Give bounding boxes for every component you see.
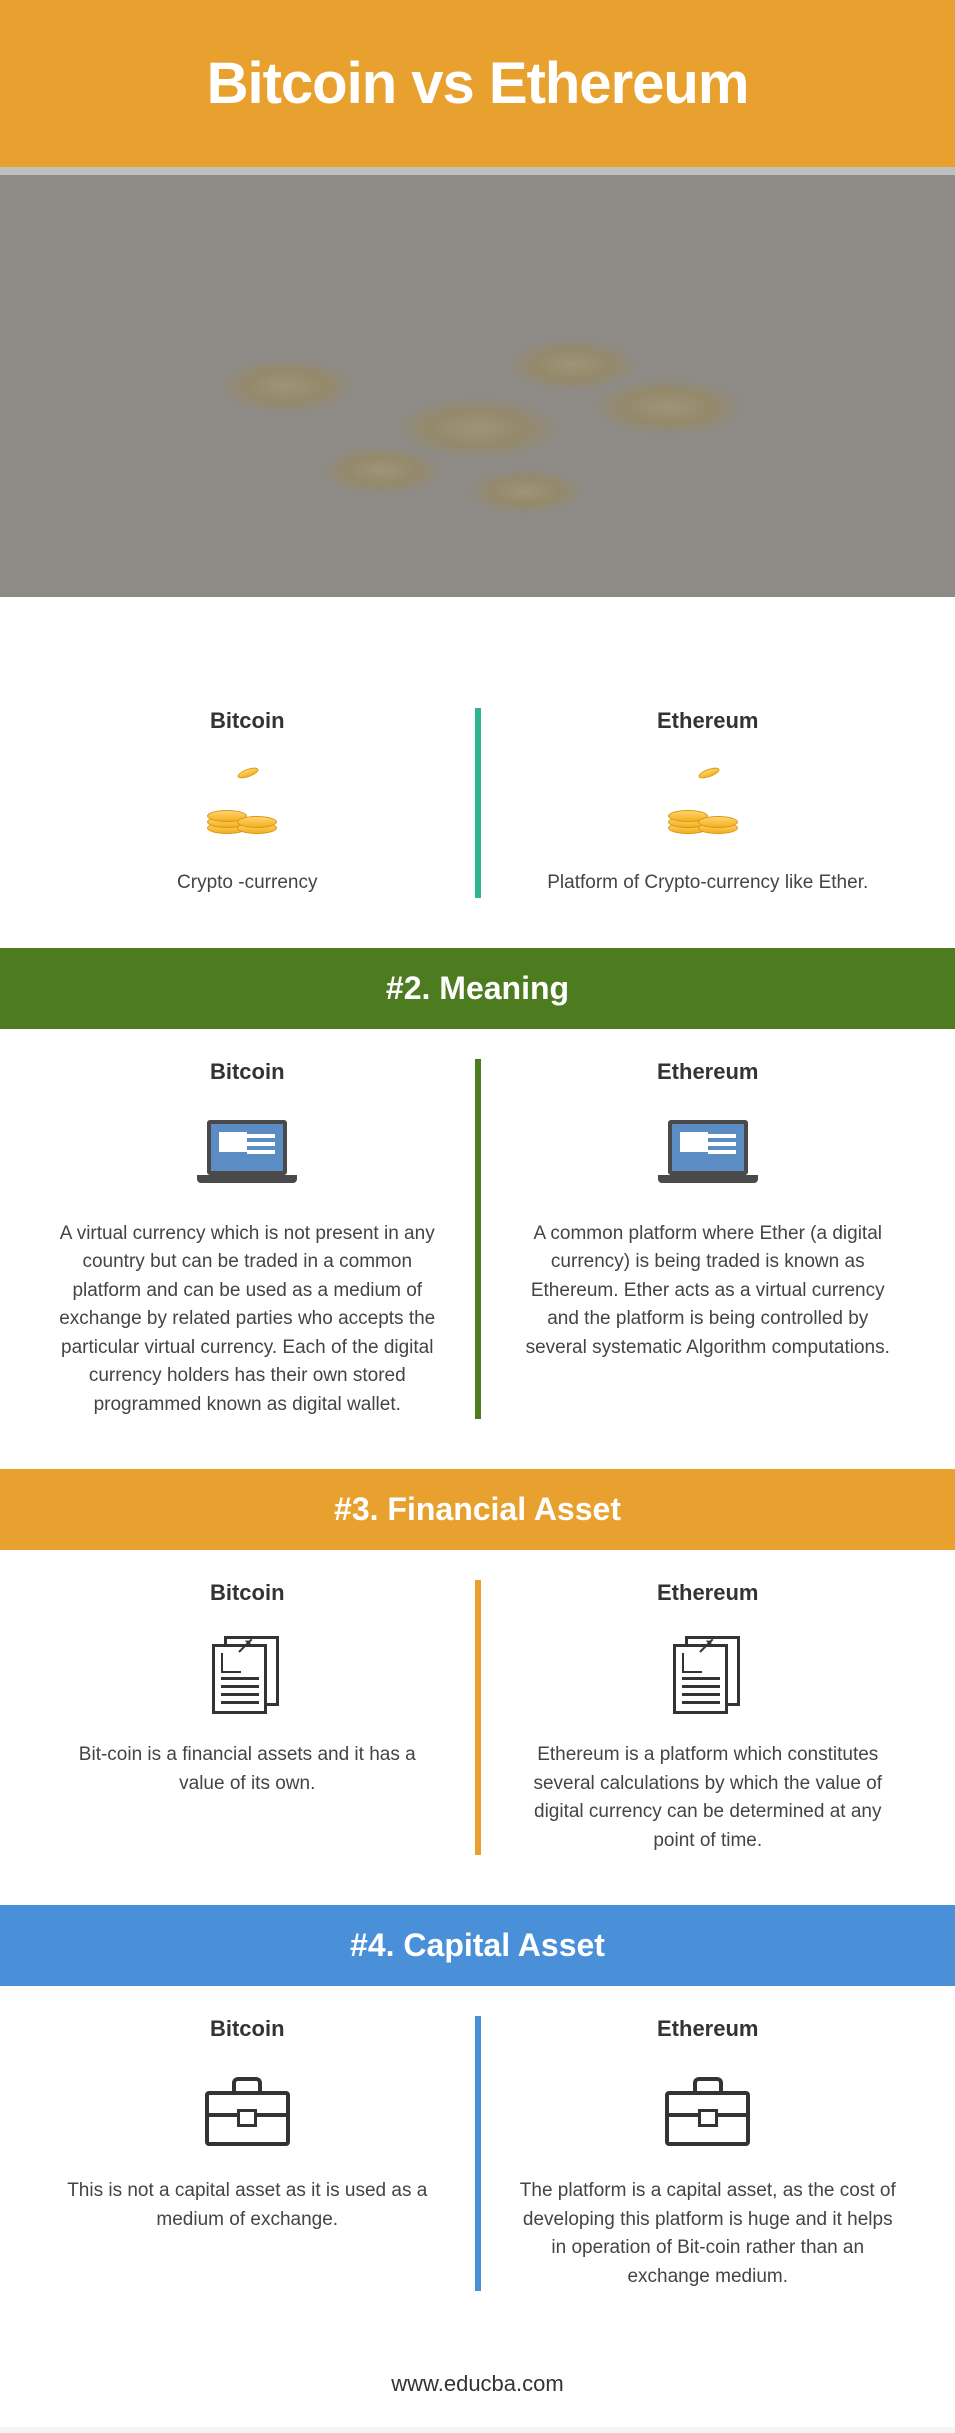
col-title: Bitcoin [210,1059,285,1085]
divider [475,2016,481,2291]
col-desc: Crypto -currency [177,869,317,898]
col-desc: The platform is a capital asset, as the … [518,2177,898,2291]
col-title: Ethereum [657,1580,758,1606]
col-title: Ethereum [657,1059,758,1085]
document-chart-icon [673,1631,743,1721]
col-right-1: Ethereum Platform of Crypto-currency lik… [501,708,916,898]
col-title: Ethereum [657,708,758,734]
col-left-2: Bitcoin A virtual currency which is not … [40,1059,455,1420]
section-header-2: #2. Meaning [0,948,955,1029]
briefcase-icon [205,2067,290,2157]
col-title: Bitcoin [210,708,285,734]
section-body-2: Bitcoin A virtual currency which is not … [0,1029,955,1470]
page-title: Bitcoin vs Ethereum [20,50,935,117]
col-desc: A virtual currency which is not present … [57,1220,437,1420]
coins-icon [207,759,287,849]
section-body-1: Bitcoin Crypto -currency [0,678,955,948]
col-title: Bitcoin [210,1580,285,1606]
section-body-3: Bitcoin Bit-coin is a financial assets a… [0,1550,955,1905]
divider [475,1059,481,1420]
divider [475,708,481,898]
col-left-4: Bitcoin This is not a capital asset as i… [40,2016,455,2291]
document-chart-icon [212,1631,282,1721]
col-left-1: Bitcoin Crypto -currency [40,708,455,898]
col-title: Bitcoin [210,2016,285,2042]
laptop-icon [658,1110,758,1200]
section-header-1: #1. Related to [0,597,955,678]
footer-url: www.educba.com [0,2341,955,2427]
laptop-icon [197,1110,297,1200]
section-header-4: #4. Capital Asset [0,1905,955,1986]
col-right-2: Ethereum A common platform where Ether (… [501,1059,916,1420]
col-desc: Platform of Crypto-currency like Ether. [547,869,868,898]
col-left-3: Bitcoin Bit-coin is a financial assets a… [40,1580,455,1855]
coins-icon [668,759,748,849]
section-body-4: Bitcoin This is not a capital asset as i… [0,1986,955,2341]
col-desc: Bit-coin is a financial assets and it ha… [57,1741,437,1798]
hero-image [0,167,955,597]
col-desc: Ethereum is a platform which constitutes… [518,1741,898,1855]
briefcase-icon [665,2067,750,2157]
col-right-4: Ethereum The platform is a capital asset… [501,2016,916,2291]
infographic-container: Bitcoin vs Ethereum #1. Related to Bitco… [0,0,955,2427]
header-bar: Bitcoin vs Ethereum [0,0,955,167]
col-right-3: Ethereum Ethereum is a platform which co… [501,1580,916,1855]
col-desc: This is not a capital asset as it is use… [57,2177,437,2234]
col-title: Ethereum [657,2016,758,2042]
section-header-3: #3. Financial Asset [0,1469,955,1550]
col-desc: A common platform where Ether (a digital… [518,1220,898,1363]
divider [475,1580,481,1855]
